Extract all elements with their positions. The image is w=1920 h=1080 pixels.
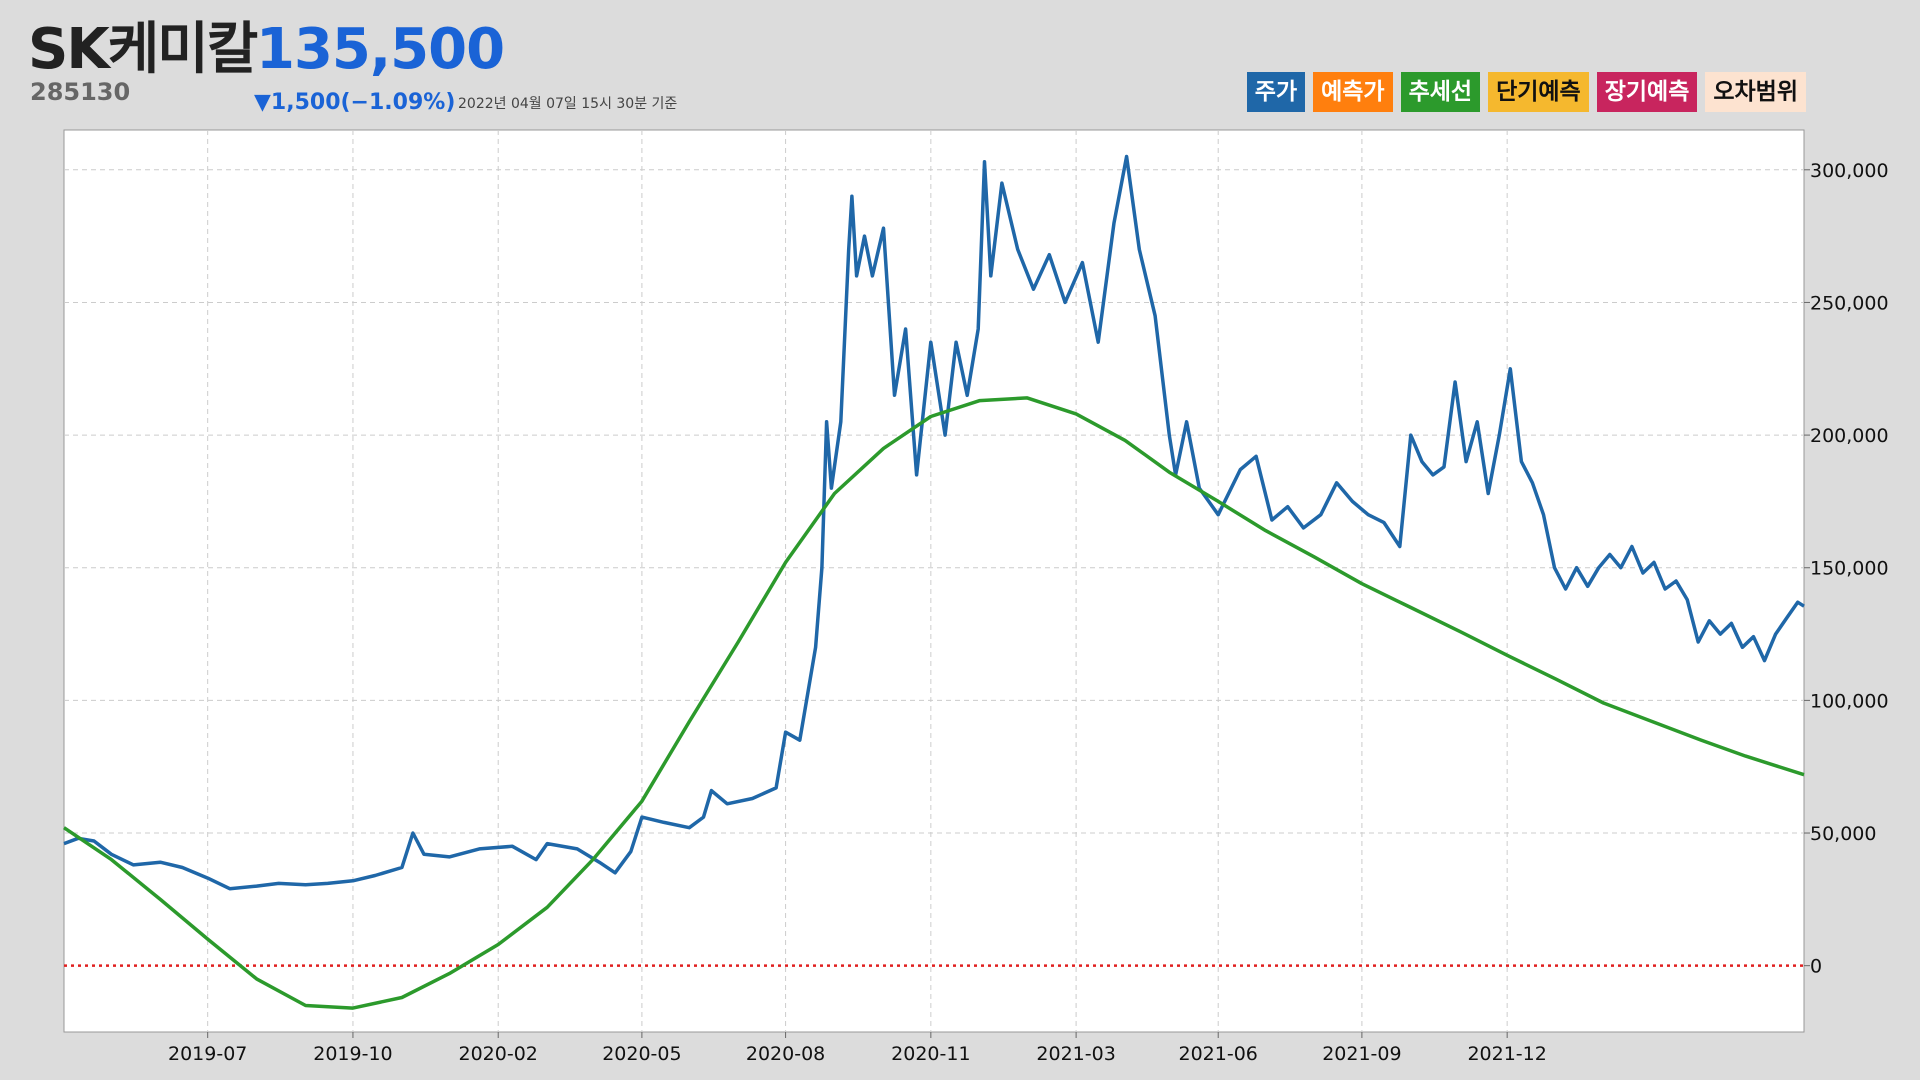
x-tick-label: 2021-12: [1467, 1043, 1546, 1065]
legend-item-long-term-forecast[interactable]: 장기예측: [1596, 72, 1698, 112]
y-tick-label: 100,000: [1810, 690, 1889, 712]
x-tick-label: 2020-08: [746, 1043, 825, 1065]
y-tick-label: 150,000: [1810, 558, 1889, 580]
as-of-timestamp: 2022년 04월 07일 15시 30분 기준: [458, 96, 678, 112]
legend-item-forecast[interactable]: 예측가: [1313, 72, 1393, 112]
plot-area: [63, 129, 1805, 1033]
trendline: [63, 396, 1805, 1010]
x-tick-label: 2019-10: [313, 1043, 392, 1065]
legend-item-price[interactable]: 주가: [1246, 72, 1306, 112]
legend-item-trendline[interactable]: 추세선: [1400, 72, 1481, 112]
y-tick-label: 50,000: [1810, 823, 1876, 845]
legend-item-error-range[interactable]: 오차범위: [1705, 72, 1806, 112]
stock-name: SK케미칼: [28, 17, 258, 82]
price-change: ▼1,500(−1.09%): [254, 90, 456, 115]
x-axis-ticks: 2019-07 2019-10 2020-02 2020-05 2020-08 2020-…: [168, 1032, 1547, 1065]
y-tick-label: 0: [1810, 956, 1822, 978]
x-tick-label: 2021-06: [1179, 1043, 1258, 1065]
current-price: 135,500: [256, 17, 505, 82]
series-lines: [63, 154, 1805, 1010]
x-tick-label: 2020-05: [602, 1043, 681, 1065]
stock-code: 285130: [30, 78, 131, 106]
y-axis-ticks: 0 50,000 100,000 150,000 200,000 250,000 300,0…: [1804, 160, 1889, 978]
y-tick-label: 250,000: [1810, 292, 1889, 314]
y-tick-label: 200,000: [1810, 425, 1889, 447]
x-tick-label: 2021-03: [1036, 1043, 1115, 1065]
price-line: [63, 154, 1805, 891]
x-tick-label: 2021-09: [1322, 1043, 1401, 1065]
x-tick-label: 2020-02: [459, 1043, 538, 1065]
legend-item-short-term-forecast[interactable]: 단기예측: [1488, 72, 1589, 112]
chart-legend: 주가 예측가 추세선 단기예측 장기예측 오차범위: [1246, 72, 1806, 112]
x-tick-label: 2020-11: [891, 1043, 970, 1065]
x-tick-label: 2019-07: [168, 1043, 247, 1065]
y-tick-label: 300,000: [1810, 160, 1889, 182]
